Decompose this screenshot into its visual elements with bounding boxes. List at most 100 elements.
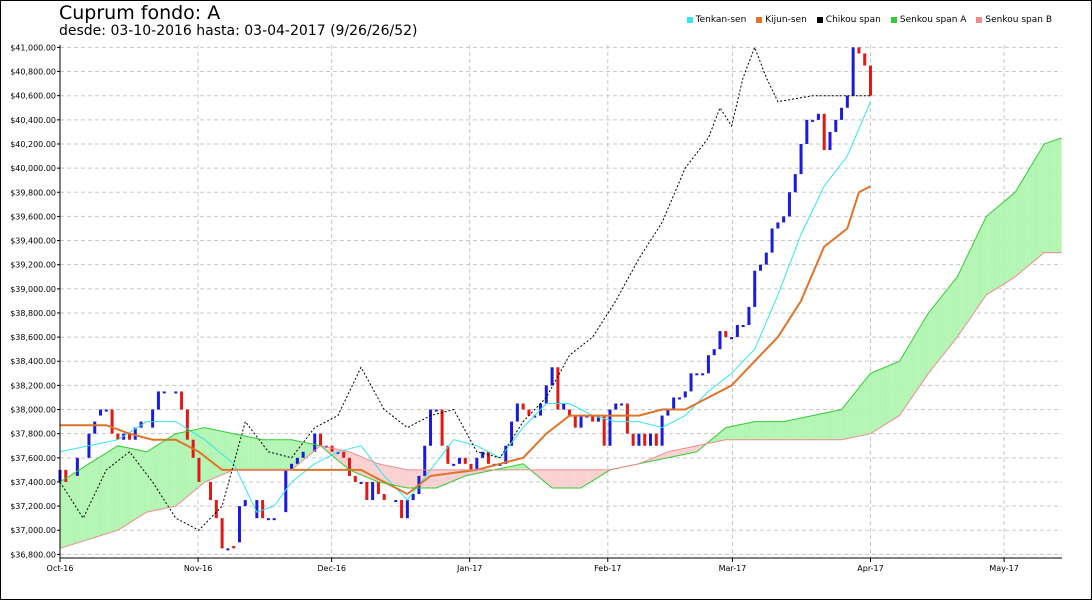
legend-label-chikou: Chikou span <box>825 15 881 25</box>
legend-swatch-senkou-b <box>976 17 983 23</box>
candle-down <box>382 494 386 501</box>
cloud-bull-segment <box>754 421 758 440</box>
candle-up <box>284 469 288 513</box>
candle-down <box>654 433 658 446</box>
cloud-bull-segment <box>187 430 191 497</box>
y-tick-label: $39,800.00 <box>10 188 56 197</box>
cloud-bull-segment <box>242 435 246 470</box>
cloud-bear-segment <box>355 454 359 474</box>
candle-up <box>845 95 849 108</box>
cloud-bull-segment <box>939 294 943 359</box>
candle-up <box>498 463 502 466</box>
cloud-bear-segment <box>358 455 362 475</box>
cloud-bear-segment <box>578 469 582 488</box>
cloud-bull-segment <box>1018 182 1022 275</box>
cloud-bull-segment <box>994 206 998 290</box>
x-tick-label: Oct-16 <box>47 564 74 573</box>
cloud-bear-segment <box>575 469 579 488</box>
cloud-bull-segment <box>1023 172 1027 270</box>
cloud-bull-segment <box>207 428 211 481</box>
cloud-bear-segment <box>427 469 431 488</box>
cloud-bear-segment <box>447 469 451 484</box>
cloud-bull-segment <box>184 431 188 499</box>
cloud-bull-segment <box>971 240 975 316</box>
legend-swatch-chikou <box>816 17 823 23</box>
y-tick-label: $37,200.00 <box>10 502 56 511</box>
cloud-bull-segment <box>178 432 182 504</box>
cloud-bull-segment <box>789 419 793 440</box>
cloud-bull-segment <box>737 424 741 440</box>
candle-up <box>133 427 137 440</box>
candle-up <box>295 457 299 464</box>
cloud-bull-segment <box>954 276 958 341</box>
cloud-bull-segment <box>517 464 521 470</box>
cloud-bull-segment <box>94 458 98 538</box>
cloud-bear-segment <box>560 469 564 488</box>
cloud-bull-segment <box>968 246 972 321</box>
cloud-bull-segment <box>1029 163 1033 265</box>
candle-up <box>730 337 734 340</box>
candle-down <box>185 409 189 440</box>
candle-down <box>463 457 467 464</box>
cloud-bull-segment <box>870 372 874 434</box>
cloud-bull-segment <box>306 442 309 458</box>
x-tick-label: Mar-17 <box>719 564 747 573</box>
y-tick-label: $40,800.00 <box>10 68 56 77</box>
legend-swatch-tenkan <box>686 17 693 23</box>
cloud-bull-segment <box>143 451 147 514</box>
cloud-bull-segment <box>100 454 104 536</box>
candle-up <box>747 306 751 326</box>
candle-up <box>434 409 438 412</box>
cloud-bear-segment <box>436 469 440 488</box>
cloud-bull-segment <box>980 222 984 304</box>
candle-up <box>243 500 247 507</box>
cloud-bear-segment <box>352 452 356 473</box>
candle-up <box>411 494 415 501</box>
cloud-bull-segment <box>268 439 272 470</box>
candle-up <box>596 415 600 422</box>
y-tick-label: $37,800.00 <box>10 430 56 439</box>
cloud-bull-segment <box>1012 192 1016 279</box>
cloud-bull-segment <box>821 413 825 440</box>
cloud-bull-segment <box>986 213 990 295</box>
y-tick-label: $39,000.00 <box>10 285 56 294</box>
cloud-bull-segment <box>714 434 718 443</box>
cloud-bull-segment <box>751 421 755 440</box>
candle-up <box>828 131 832 151</box>
candle-up <box>272 518 276 521</box>
cloud-bull-segment <box>520 463 524 470</box>
candle-down <box>869 65 873 96</box>
cloud-bull-segment <box>858 384 862 437</box>
cloud-bull-segment <box>777 421 781 440</box>
cloud-bull-segment <box>966 252 969 325</box>
cloud-bull-segment <box>126 447 130 525</box>
chart-subtitle: desde: 03-10-2016 hasta: 03-04-2017 (9/2… <box>59 23 418 39</box>
cloud-bear-segment <box>557 469 561 488</box>
cloud-bull-segment <box>748 422 752 440</box>
candle-down <box>180 391 184 410</box>
cloud-bull-segment <box>925 312 929 378</box>
cloud-bull-segment <box>117 445 121 531</box>
cloud-bear-segment <box>384 465 388 484</box>
cloud-bull-segment <box>977 228 981 308</box>
candle-up <box>550 367 554 386</box>
cloud-bear-segment <box>401 468 405 488</box>
cloud-bear-segment <box>592 469 596 481</box>
cloud-bull-segment <box>256 438 260 470</box>
cloud-bull-segment <box>1032 158 1036 263</box>
cloud-bull-segment <box>135 449 139 520</box>
candle-down <box>625 403 629 434</box>
cloud-bull-segment <box>1000 201 1004 286</box>
cloud-bear-segment <box>549 469 553 488</box>
cloud-bear-segment <box>673 449 677 457</box>
legend-item-tenkan: Tenkan-sen <box>686 15 746 25</box>
candle-up <box>672 397 676 410</box>
cloud-bull-segment <box>769 421 773 440</box>
cloud-bear-segment <box>679 448 683 456</box>
cloud-bull-segment <box>919 322 923 386</box>
cloud-bull-segment <box>251 437 254 470</box>
cloud-bull-segment <box>120 446 124 529</box>
candle-up <box>423 445 427 476</box>
candle-down <box>127 433 131 440</box>
cloud-bull-segment <box>511 465 515 470</box>
